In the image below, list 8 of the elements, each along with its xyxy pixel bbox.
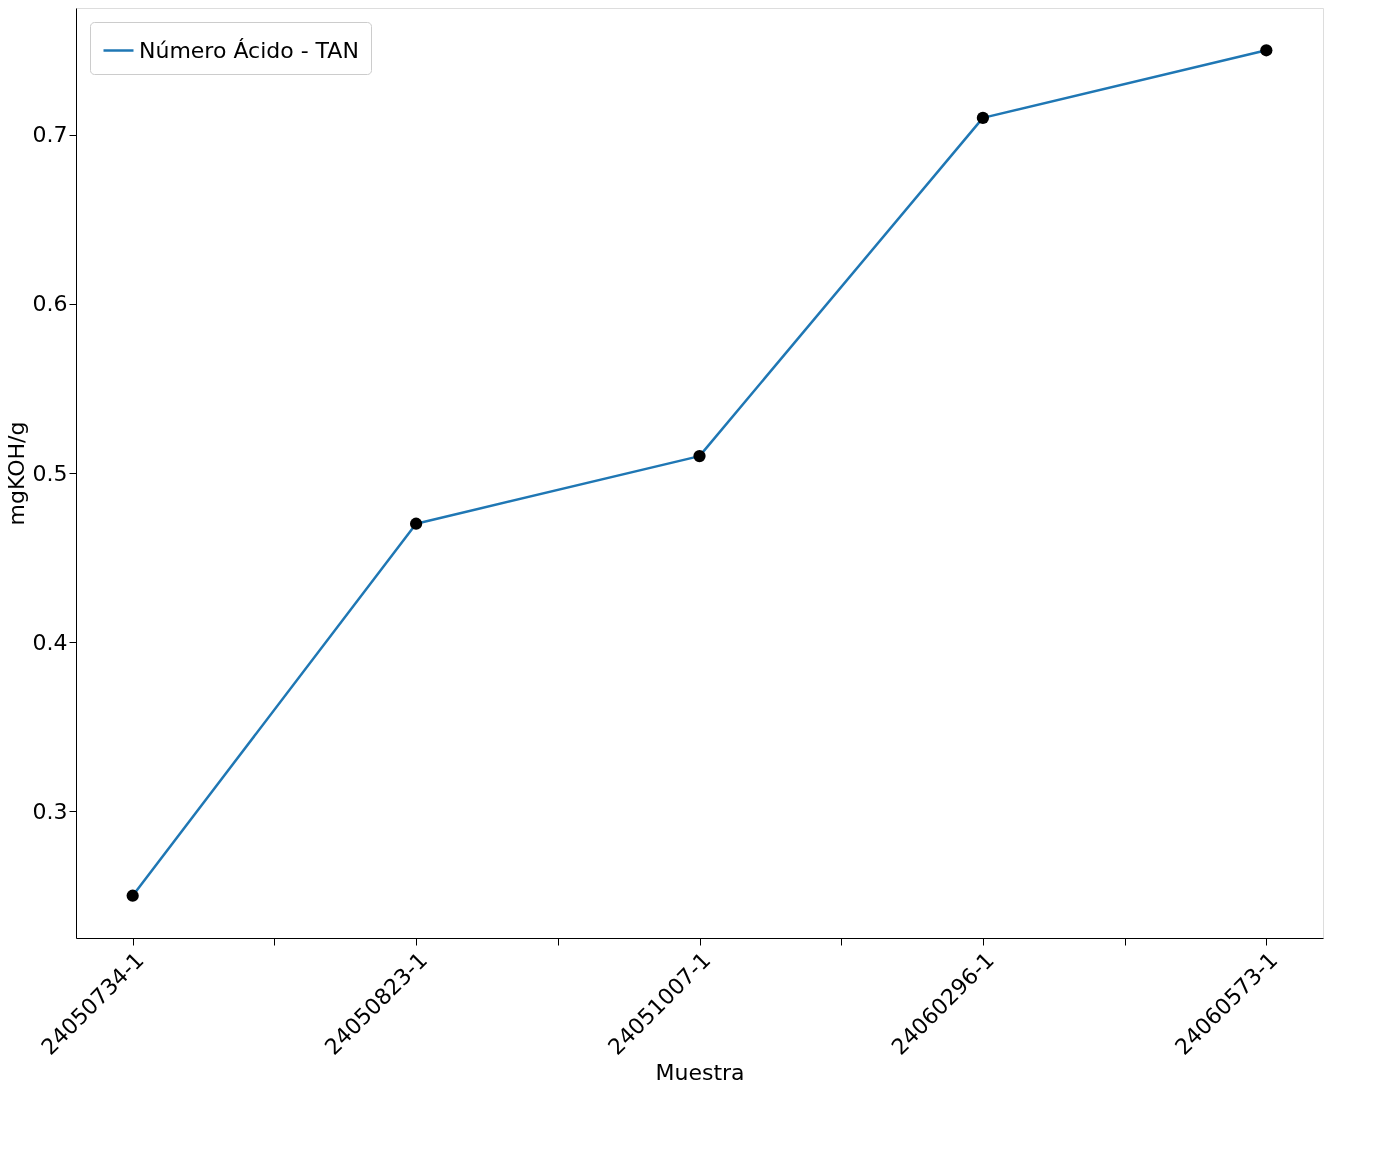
x-axis-title: Muestra xyxy=(655,1060,745,1086)
y-tick-label: 0.3 xyxy=(32,798,68,824)
legend-label: Número Ácido - TAN xyxy=(139,37,359,63)
y-tick-label: 0.7 xyxy=(32,122,68,148)
y-tick-label: 0.6 xyxy=(32,291,68,317)
y-tick-label: 0.5 xyxy=(32,460,68,486)
y-axis-title: mgKOH/g xyxy=(3,421,29,526)
y-tick-label: 0.4 xyxy=(32,629,68,655)
